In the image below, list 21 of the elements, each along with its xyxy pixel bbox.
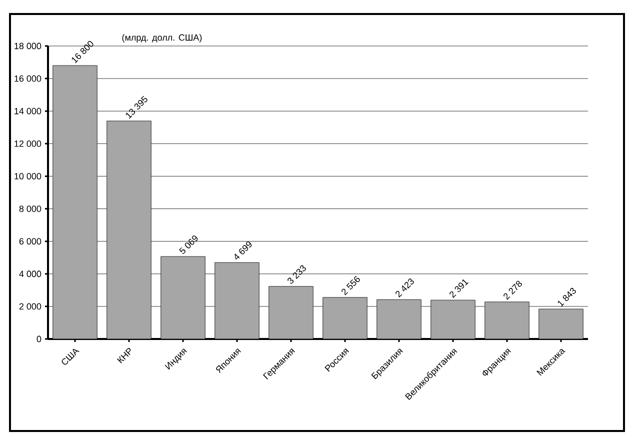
y-tick-label: 12 000	[14, 140, 42, 147]
data-label: 2 423	[396, 278, 414, 298]
y-tick-label: 4 000	[19, 270, 42, 278]
data-label: 16 800	[72, 41, 94, 64]
y-tick-label: 18 000	[14, 42, 42, 50]
data-label: 2 391	[450, 279, 469, 298]
chart-title: (млрд. долл. США)	[122, 34, 202, 42]
data-label: 4 699	[234, 242, 252, 260]
data-label: 2 278	[504, 280, 522, 300]
y-tick-label: 14 000	[14, 108, 42, 114]
data-label: 1 843	[558, 288, 576, 307]
y-tick-label: 6 000	[19, 238, 42, 245]
data-label: 5 069	[179, 236, 198, 254]
y-tick-label: 0	[36, 336, 42, 342]
data-label: 13 395	[126, 96, 148, 119]
y-tick-label: 8 000	[19, 206, 42, 212]
data-label: 2 556	[342, 276, 360, 296]
y-tick-label: 2 000	[19, 303, 42, 310]
y-tick-label: 16 000	[14, 75, 42, 82]
data-label: 3 233	[288, 265, 306, 284]
y-tick-label: 10 000	[14, 173, 42, 180]
